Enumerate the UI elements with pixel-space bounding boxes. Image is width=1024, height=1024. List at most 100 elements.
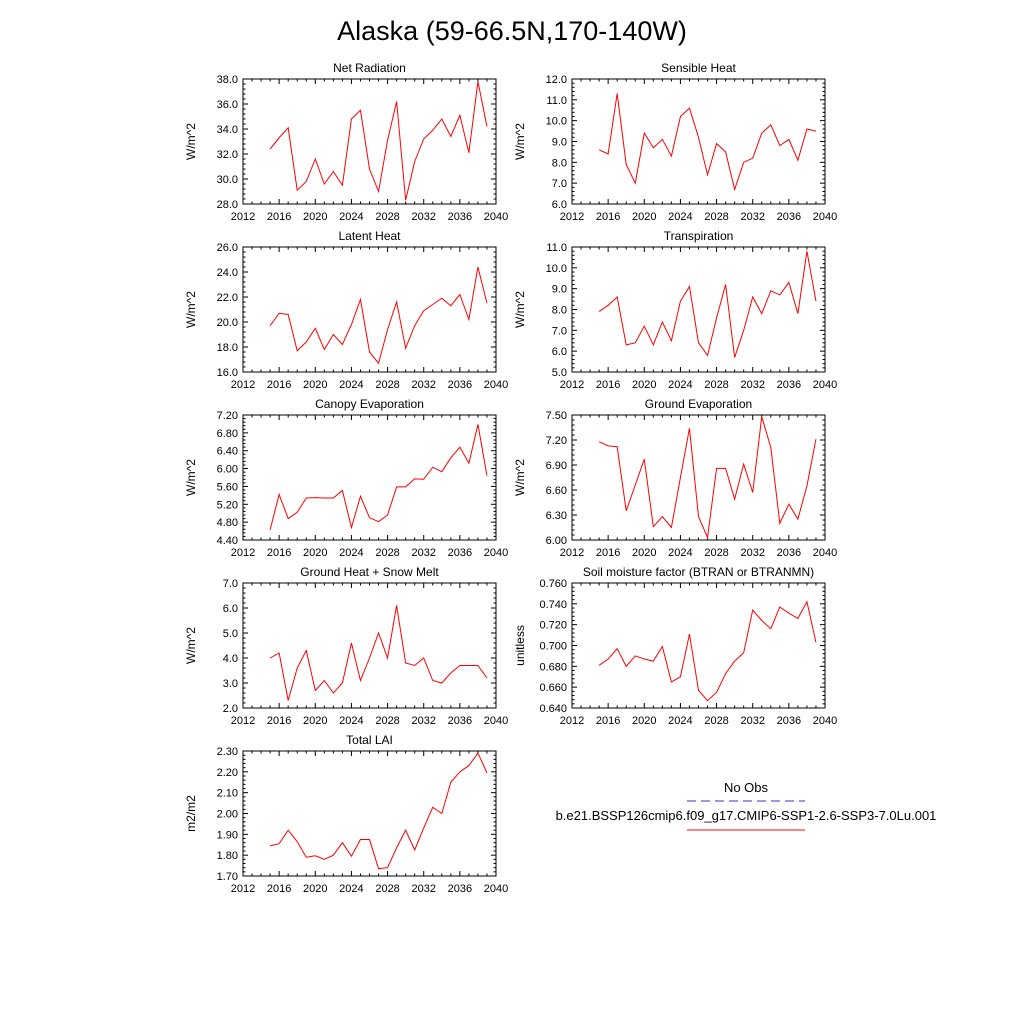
y-tick-label: 1.80	[217, 850, 238, 862]
y-tick-label: 0.720	[539, 620, 567, 632]
chart-panel: Sensible Heat W/m^2 2012 2016 2020 2024 2028 20…	[513, 61, 837, 223]
y-tick-label: 6.0	[552, 199, 567, 211]
y-tick-label: 36.0	[217, 99, 238, 111]
x-tick-label: 2012	[231, 715, 255, 727]
x-tick-label: 2040	[484, 715, 508, 727]
x-tick-label: 2012	[231, 211, 255, 223]
panel-title: Sensible Heat	[661, 61, 736, 75]
chart-panel: Transpiration W/m^2 2012 2016 2020 2024 2028 20…	[513, 229, 837, 391]
y-tick-label: 7.0	[223, 578, 238, 590]
y-tick-label: 16.0	[217, 367, 238, 379]
y-axis-label: W/m^2	[184, 627, 198, 664]
y-tick-label: 5.0	[223, 628, 238, 640]
x-tick-label: 2016	[267, 883, 291, 895]
x-tick-label: 2020	[632, 547, 656, 559]
y-axis-label: m2/m2	[184, 795, 198, 832]
y-tick-label: 0.740	[539, 599, 567, 611]
series-line	[598, 600, 817, 702]
plot-frame	[242, 78, 497, 205]
y-tick-label: 6.00	[217, 464, 238, 476]
x-tick-label: 2036	[777, 379, 801, 391]
x-tick-label: 2020	[303, 211, 327, 223]
x-tick-label: 2016	[267, 715, 291, 727]
y-tick-label: 34.0	[217, 124, 238, 136]
y-tick-label: 9.0	[552, 137, 567, 149]
chart-panel: Ground Evaporation W/m^2 2012 2016 2020 2024 2…	[513, 397, 837, 559]
y-tick-label: 22.0	[217, 292, 238, 304]
y-tick-label: 0.760	[539, 578, 567, 590]
x-tick-label: 2024	[339, 379, 363, 391]
y-tick-label: 6.60	[546, 485, 567, 497]
y-axis-label: W/m^2	[513, 459, 527, 496]
x-tick-label: 2040	[484, 379, 508, 391]
x-tick-label: 2016	[596, 715, 620, 727]
y-tick-label: 5.60	[217, 481, 238, 493]
y-tick-label: 6.80	[217, 428, 238, 440]
chart-panel: Net Radiation W/m^2 2012 2016 2020 2024 2028 20…	[184, 61, 508, 223]
y-tick-label: 0.700	[539, 641, 567, 653]
x-tick-label: 2036	[777, 547, 801, 559]
x-tick-label: 2036	[448, 211, 472, 223]
chart-panel: Ground Heat + Snow Melt W/m^2 2012 2016 2020…	[184, 565, 508, 727]
y-tick-label: 26.0	[217, 242, 238, 254]
y-tick-label: 2.30	[217, 746, 238, 758]
x-tick-label: 2032	[740, 715, 764, 727]
x-tick-label: 2036	[448, 379, 472, 391]
x-tick-label: 2020	[303, 379, 327, 391]
plot-frame	[571, 414, 826, 541]
y-tick-label: 6.30	[546, 510, 567, 522]
x-tick-label: 2036	[448, 547, 472, 559]
y-tick-label: 2.20	[217, 767, 238, 779]
x-tick-label: 2012	[231, 547, 255, 559]
series-line	[269, 266, 488, 365]
x-tick-label: 2016	[267, 547, 291, 559]
x-tick-label: 2024	[668, 547, 692, 559]
y-tick-label: 1.70	[217, 871, 238, 883]
x-tick-label: 2032	[411, 379, 435, 391]
y-tick-label: 6.00	[546, 535, 567, 547]
x-tick-label: 2020	[303, 715, 327, 727]
plot-frame	[242, 246, 497, 373]
panel-title: Transpiration	[664, 229, 734, 243]
x-tick-label: 2020	[303, 883, 327, 895]
y-axis-label: W/m^2	[184, 123, 198, 160]
y-tick-label: 24.0	[217, 267, 238, 279]
y-tick-label: 18.0	[217, 342, 238, 354]
x-tick-label: 2032	[411, 547, 435, 559]
x-tick-label: 2020	[632, 715, 656, 727]
y-tick-label: 6.40	[217, 446, 238, 458]
x-tick-label: 2040	[484, 547, 508, 559]
y-tick-label: 11.0	[546, 242, 567, 254]
x-tick-label: 2036	[777, 211, 801, 223]
y-tick-label: 8.0	[552, 305, 567, 317]
x-tick-label: 2032	[740, 211, 764, 223]
chart-panel: Total LAI m2/m2 2012 2016 2020 2024 2028 2032 20…	[184, 733, 508, 895]
y-tick-label: 9.0	[552, 284, 567, 296]
y-tick-label: 5.20	[217, 499, 238, 511]
legend-obs-label: No Obs	[724, 780, 769, 795]
plot-frame	[242, 582, 497, 709]
chart-panel: Canopy Evaporation W/m^2 2012 2016 2020 2024 2…	[184, 397, 508, 559]
chart-panel: Latent Heat W/m^2 2012 2016 2020 2024 2028 2032…	[184, 229, 508, 391]
y-tick-label: 30.0	[217, 174, 238, 186]
series-line	[269, 424, 488, 530]
x-tick-label: 2012	[560, 211, 584, 223]
series-line	[269, 752, 488, 870]
y-tick-label: 20.0	[217, 317, 238, 329]
x-tick-label: 2028	[375, 379, 399, 391]
series-line	[598, 251, 817, 358]
x-tick-label: 2024	[668, 211, 692, 223]
panel-title: Total LAI	[346, 733, 393, 747]
panel-title: Net Radiation	[333, 61, 406, 75]
x-tick-label: 2024	[339, 211, 363, 223]
plot-frame	[571, 246, 826, 373]
y-axis-label: unitless	[513, 625, 527, 666]
plot-frame	[242, 414, 497, 541]
x-tick-label: 2028	[375, 883, 399, 895]
y-tick-label: 8.0	[552, 157, 567, 169]
x-tick-label: 2012	[560, 379, 584, 391]
y-tick-label: 10.0	[546, 116, 567, 128]
x-tick-label: 2020	[303, 547, 327, 559]
legend: No Obs b.e21.BSSP126cmip6.f09_g17.CMIP6-…	[556, 780, 936, 831]
